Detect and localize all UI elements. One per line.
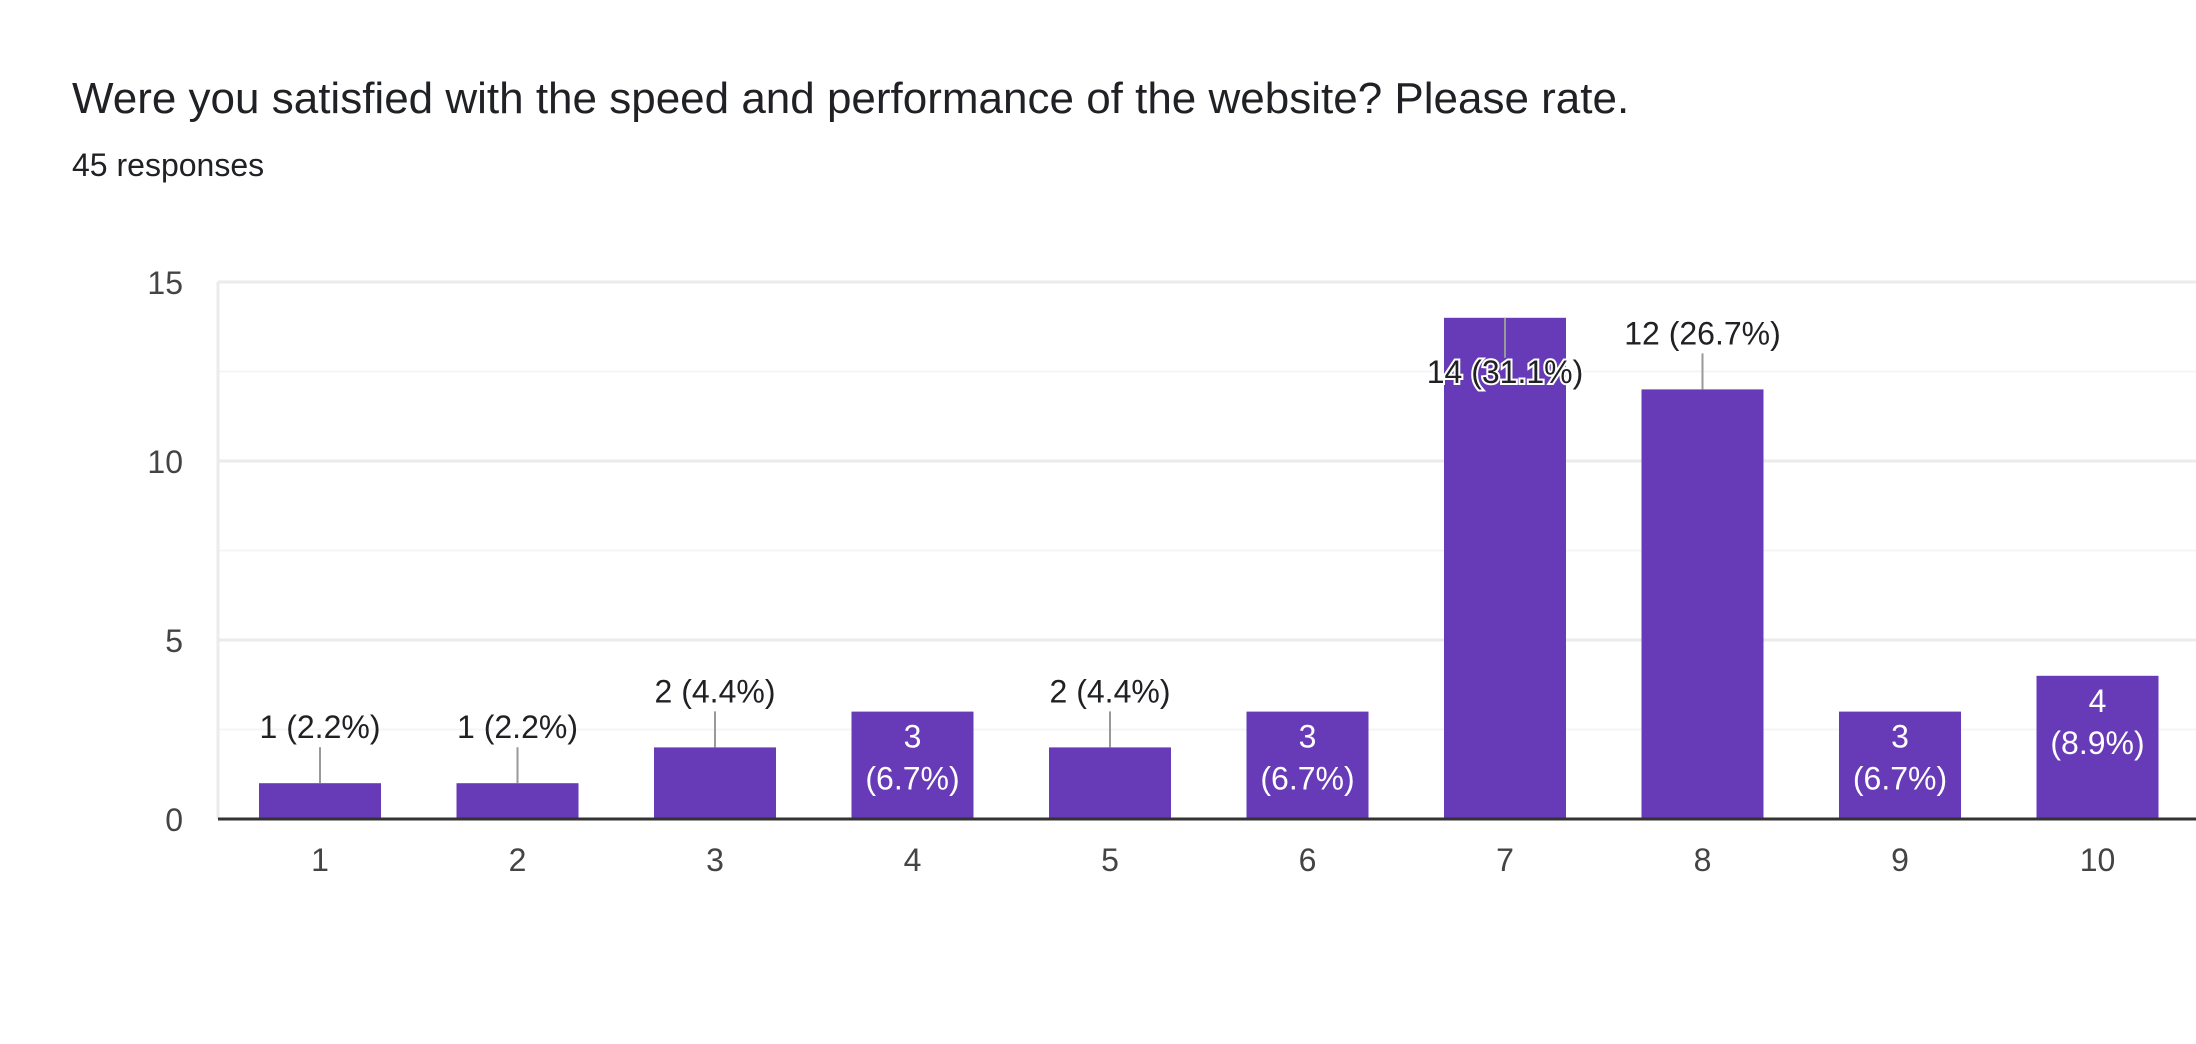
- data-label: 12 (26.7%): [1624, 315, 1781, 351]
- x-tick-label: 3: [706, 842, 724, 878]
- x-tick-label: 8: [1694, 842, 1712, 878]
- data-label: 1 (2.2%): [260, 709, 381, 745]
- data-label: 3: [1299, 719, 1317, 755]
- bar: [259, 783, 381, 819]
- data-label: 14 (31.1%): [1427, 354, 1584, 390]
- data-label: 2 (4.4%): [1050, 673, 1171, 709]
- x-tick-label: 2: [509, 842, 527, 878]
- x-tick-label: 7: [1496, 842, 1514, 878]
- data-label: 4: [2089, 683, 2107, 719]
- y-tick-label: 10: [147, 444, 183, 480]
- response-count: 45 responses: [72, 147, 265, 183]
- x-tick-label: 10: [2080, 842, 2116, 878]
- bar: [1049, 747, 1171, 819]
- y-tick-label: 15: [147, 265, 183, 301]
- x-tick-label: 4: [904, 842, 922, 878]
- data-label: (6.7%): [1260, 761, 1354, 797]
- data-label: (6.7%): [865, 761, 959, 797]
- bar: [1839, 711, 1961, 819]
- bar: [1246, 711, 1369, 819]
- y-tick-label: 5: [165, 623, 183, 659]
- data-label: (6.7%): [1853, 761, 1947, 797]
- x-tick-label: 6: [1299, 842, 1317, 878]
- data-label: 2 (4.4%): [655, 673, 776, 709]
- data-label: 3: [1891, 719, 1909, 755]
- bar: [1444, 317, 1566, 819]
- x-tick-label: 1: [311, 842, 329, 878]
- chart-title: Were you satisfied with the speed and pe…: [72, 74, 1630, 123]
- data-label: (8.9%): [2050, 725, 2144, 761]
- bar: [456, 783, 579, 819]
- y-tick-label: 0: [165, 802, 183, 838]
- x-tick-label: 5: [1101, 842, 1119, 878]
- data-label: 3: [904, 719, 922, 755]
- bar: [1641, 389, 1764, 819]
- x-tick-label: 9: [1891, 842, 1909, 878]
- bar: [654, 747, 776, 819]
- bar: [2036, 675, 2159, 819]
- bar: [851, 711, 974, 819]
- data-label: 1 (2.2%): [457, 709, 578, 745]
